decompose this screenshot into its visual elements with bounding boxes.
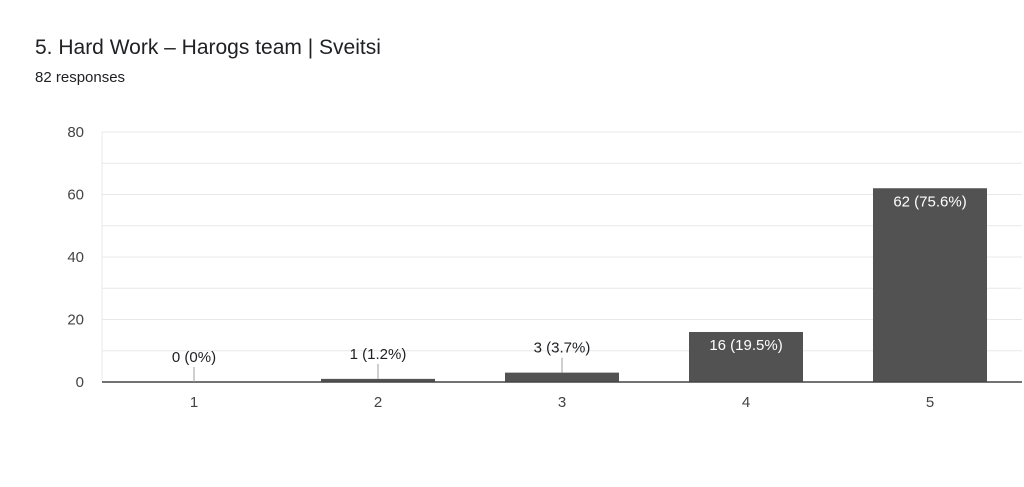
- x-tick-label: 3: [558, 394, 566, 411]
- axes: 0 20 40 60 80 1 2 3 4 5: [67, 124, 1022, 411]
- data-label: 0 (0%): [172, 349, 216, 366]
- data-label: 1 (1.2%): [350, 346, 407, 363]
- grid-lines: [101, 131, 1022, 382]
- x-tick-label: 1: [190, 394, 198, 411]
- y-tick-label: 40: [67, 249, 84, 266]
- chart-title: 5. Hard Work – Harogs team | Sveitsi: [35, 36, 381, 59]
- data-label: 3 (3.7%): [534, 340, 591, 357]
- data-labels: 0 (0%) 1 (1.2%) 3 (3.7%) 16 (19.5%) 62 (75.6…: [172, 193, 967, 382]
- bar-3[interactable]: [505, 372, 619, 382]
- y-tick-label: 20: [67, 312, 84, 329]
- x-tick-label: 5: [926, 394, 934, 411]
- bar-2[interactable]: [321, 378, 435, 382]
- y-tick-label: 60: [67, 187, 84, 204]
- bars: [321, 188, 987, 382]
- response-count: 82 responses: [35, 69, 126, 86]
- bar-4[interactable]: [689, 332, 803, 382]
- y-tick-label: 0: [76, 374, 84, 391]
- data-label: 62 (75.6%): [893, 193, 966, 210]
- bar-5[interactable]: [873, 188, 987, 382]
- x-tick-label: 4: [742, 394, 750, 411]
- data-label: 16 (19.5%): [709, 337, 782, 354]
- y-tick-label: 80: [67, 124, 84, 141]
- x-tick-label: 2: [374, 394, 382, 411]
